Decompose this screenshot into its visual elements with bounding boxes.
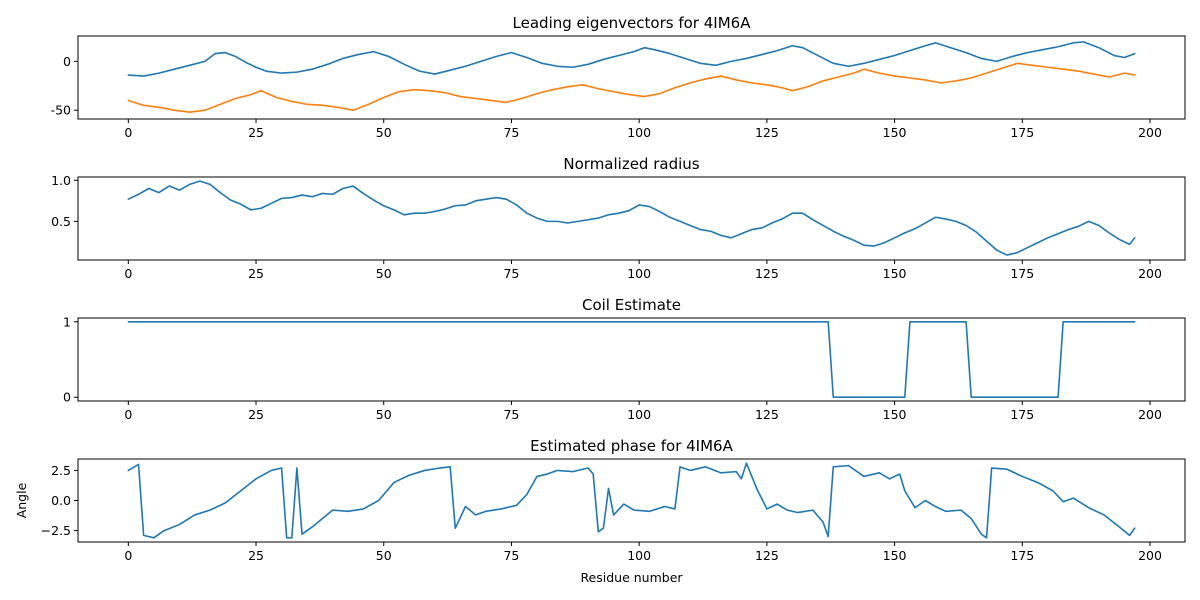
x-tick-label: 200 xyxy=(1138,548,1162,563)
x-tick-label: 200 xyxy=(1138,407,1162,422)
y-axis-label: Angle xyxy=(14,482,29,518)
panel-eigenvectors: 0 25 50 75 100 125 150 175 200 -50 0 Leading eigenv… xyxy=(51,14,1186,140)
axes-frame xyxy=(77,317,1186,402)
x-tick-label: 75 xyxy=(503,125,519,140)
x-tick-label: 200 xyxy=(1138,266,1162,281)
panel-title: Leading eigenvectors for 4IM6A xyxy=(513,14,752,32)
y-tick-label: 0.5 xyxy=(51,214,71,229)
x-tick-label: 25 xyxy=(248,407,264,422)
series-line-1 xyxy=(127,320,1136,399)
y-tick-label: -50 xyxy=(51,103,71,118)
panel-title: Coil Estimate xyxy=(582,296,681,314)
panel-estimated-phase: 0 25 50 75 100 125 150 175 200 −2.5 0.0 2.5 Estimate… xyxy=(14,437,1186,585)
panel-coil-estimate: 0 25 50 75 100 125 150 175 200 0 1 Coil Estimate xyxy=(63,296,1186,422)
x-tick-label: 50 xyxy=(376,548,392,563)
series-line-1 xyxy=(127,41,1136,77)
x-tick-label: 100 xyxy=(627,407,651,422)
x-tick-label: 0 xyxy=(124,125,132,140)
x-tick-label: 100 xyxy=(627,125,651,140)
y-tick-label: 1.0 xyxy=(51,173,71,188)
x-tick-label: 75 xyxy=(503,407,519,422)
x-tick-label: 125 xyxy=(755,125,779,140)
x-tick-label: 25 xyxy=(248,548,264,563)
x-tick-label: 0 xyxy=(124,266,132,281)
x-tick-label: 175 xyxy=(1010,548,1034,563)
x-tick-label: 150 xyxy=(883,548,907,563)
x-tick-label: 175 xyxy=(1010,125,1034,140)
x-tick-label: 75 xyxy=(503,548,519,563)
axes-frame xyxy=(77,176,1186,261)
x-tick-label: 25 xyxy=(248,266,264,281)
x-tick-label: 150 xyxy=(883,266,907,281)
panel-normalized-radius: 0 25 50 75 100 125 150 175 200 0.5 1.0 Normalized r… xyxy=(51,155,1186,281)
x-tick-label: 125 xyxy=(755,548,779,563)
x-tick-label: 100 xyxy=(627,266,651,281)
panel-title: Normalized radius xyxy=(563,155,699,173)
series-line-2 xyxy=(127,62,1136,113)
x-tick-label: 0 xyxy=(124,548,132,563)
x-tick-label: 125 xyxy=(755,407,779,422)
x-tick-label: 125 xyxy=(755,266,779,281)
y-tick-label: 0.0 xyxy=(51,493,71,508)
y-tick-label: 1 xyxy=(63,314,71,329)
x-tick-label: 175 xyxy=(1010,266,1034,281)
x-tick-label: 175 xyxy=(1010,407,1034,422)
x-tick-label: 150 xyxy=(883,407,907,422)
x-tick-label: 0 xyxy=(124,407,132,422)
x-tick-label: 25 xyxy=(248,125,264,140)
series-line-1 xyxy=(127,180,1136,256)
x-tick-label: 50 xyxy=(376,407,392,422)
x-tick-label: 150 xyxy=(883,125,907,140)
x-tick-label: 50 xyxy=(376,125,392,140)
axes-frame xyxy=(77,35,1186,120)
x-tick-label: 200 xyxy=(1138,125,1162,140)
x-tick-label: 100 xyxy=(627,548,651,563)
y-tick-label: 2.5 xyxy=(51,463,71,478)
y-tick-label: −2.5 xyxy=(41,523,71,538)
x-tick-label: 50 xyxy=(376,266,392,281)
x-tick-label: 75 xyxy=(503,266,519,281)
y-tick-label: 0 xyxy=(63,54,71,69)
series-line-1 xyxy=(127,462,1136,539)
panel-title: Estimated phase for 4IM6A xyxy=(530,437,733,455)
x-axis-label: Residue number xyxy=(580,570,683,585)
y-tick-label: 0 xyxy=(63,390,71,405)
axes-frame xyxy=(77,458,1186,543)
